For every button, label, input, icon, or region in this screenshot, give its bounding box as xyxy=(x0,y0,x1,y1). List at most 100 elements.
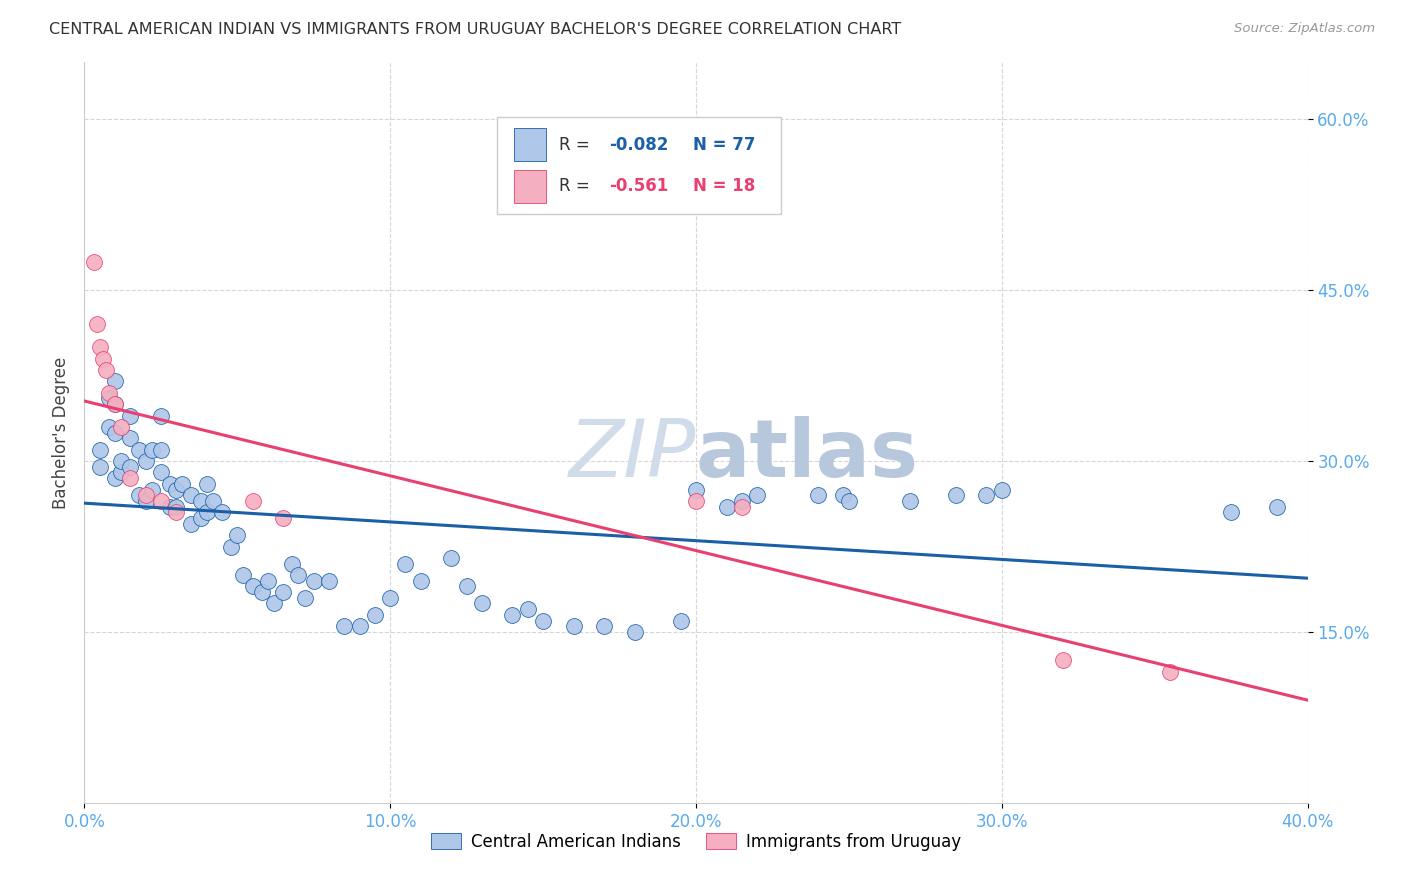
Point xyxy=(201,494,224,508)
Point xyxy=(165,483,187,497)
Point xyxy=(149,466,172,480)
Point xyxy=(89,459,111,474)
Point xyxy=(1220,505,1243,519)
Point xyxy=(83,254,105,268)
Point xyxy=(1265,500,1288,514)
Text: -0.082: -0.082 xyxy=(609,136,669,153)
Point xyxy=(807,488,830,502)
Point xyxy=(271,511,294,525)
Point xyxy=(104,397,127,411)
Point xyxy=(502,607,524,622)
Point xyxy=(516,602,538,616)
Point xyxy=(110,466,132,480)
Point xyxy=(716,500,738,514)
Point xyxy=(440,550,463,565)
Point xyxy=(104,397,127,411)
Text: Source: ZipAtlas.com: Source: ZipAtlas.com xyxy=(1234,22,1375,36)
Point xyxy=(180,516,202,531)
Point xyxy=(190,494,212,508)
Point xyxy=(180,488,202,502)
Text: N = 77: N = 77 xyxy=(693,136,756,153)
Point xyxy=(731,500,754,514)
Point xyxy=(380,591,402,605)
Text: R =: R = xyxy=(560,177,595,195)
Point xyxy=(1052,653,1074,667)
Text: ZIP: ZIP xyxy=(568,416,696,494)
Y-axis label: Bachelor's Degree: Bachelor's Degree xyxy=(52,357,70,508)
Point xyxy=(287,568,309,582)
Point xyxy=(89,442,111,457)
Point xyxy=(128,442,150,457)
Point xyxy=(562,619,585,633)
Point xyxy=(333,619,356,633)
Point xyxy=(104,425,127,440)
Point xyxy=(294,591,316,605)
Point xyxy=(456,579,478,593)
Point xyxy=(945,488,967,502)
Point xyxy=(149,494,172,508)
Point xyxy=(394,557,416,571)
Point xyxy=(135,454,157,468)
Point xyxy=(731,494,754,508)
Text: -0.561: -0.561 xyxy=(609,177,669,195)
Point xyxy=(149,409,172,423)
Point xyxy=(110,420,132,434)
Point xyxy=(128,488,150,502)
Point xyxy=(135,488,157,502)
Point xyxy=(991,483,1014,497)
Point xyxy=(318,574,340,588)
Point xyxy=(593,619,616,633)
Point xyxy=(120,459,142,474)
Point xyxy=(94,363,117,377)
Point xyxy=(159,476,181,491)
Point xyxy=(281,557,304,571)
Point xyxy=(120,409,142,423)
Point xyxy=(159,500,181,514)
Point xyxy=(747,488,769,502)
Point xyxy=(195,476,218,491)
Point xyxy=(263,597,285,611)
Point xyxy=(195,505,218,519)
Point xyxy=(271,585,294,599)
Point xyxy=(257,574,280,588)
Point xyxy=(838,494,860,508)
Point xyxy=(349,619,371,633)
Point xyxy=(898,494,921,508)
Point xyxy=(120,431,142,445)
Point xyxy=(219,540,242,554)
Point xyxy=(141,483,163,497)
Text: R =: R = xyxy=(560,136,595,153)
Point xyxy=(91,351,114,366)
Point xyxy=(250,585,273,599)
Point xyxy=(685,483,707,497)
Point xyxy=(232,568,254,582)
Point xyxy=(110,454,132,468)
Point xyxy=(471,597,494,611)
Point xyxy=(831,488,853,502)
Text: CENTRAL AMERICAN INDIAN VS IMMIGRANTS FROM URUGUAY BACHELOR'S DEGREE CORRELATION: CENTRAL AMERICAN INDIAN VS IMMIGRANTS FR… xyxy=(49,22,901,37)
Point xyxy=(165,505,187,519)
Point xyxy=(172,476,194,491)
Point xyxy=(141,442,163,457)
Text: atlas: atlas xyxy=(696,416,920,494)
Point xyxy=(190,511,212,525)
Legend: Central American Indians, Immigrants from Uruguay: Central American Indians, Immigrants fro… xyxy=(425,826,967,857)
Text: N = 18: N = 18 xyxy=(693,177,755,195)
Point xyxy=(669,614,692,628)
Point xyxy=(97,392,120,406)
Point xyxy=(531,614,554,628)
Point xyxy=(409,574,432,588)
Point xyxy=(135,494,157,508)
Point xyxy=(89,340,111,354)
Point xyxy=(86,318,108,332)
Point xyxy=(104,471,127,485)
Point xyxy=(165,500,187,514)
Point xyxy=(97,385,120,400)
Point xyxy=(976,488,998,502)
Point xyxy=(211,505,233,519)
Point xyxy=(120,471,142,485)
Point xyxy=(149,442,172,457)
Point xyxy=(364,607,387,622)
Point xyxy=(685,494,707,508)
Point xyxy=(242,579,264,593)
